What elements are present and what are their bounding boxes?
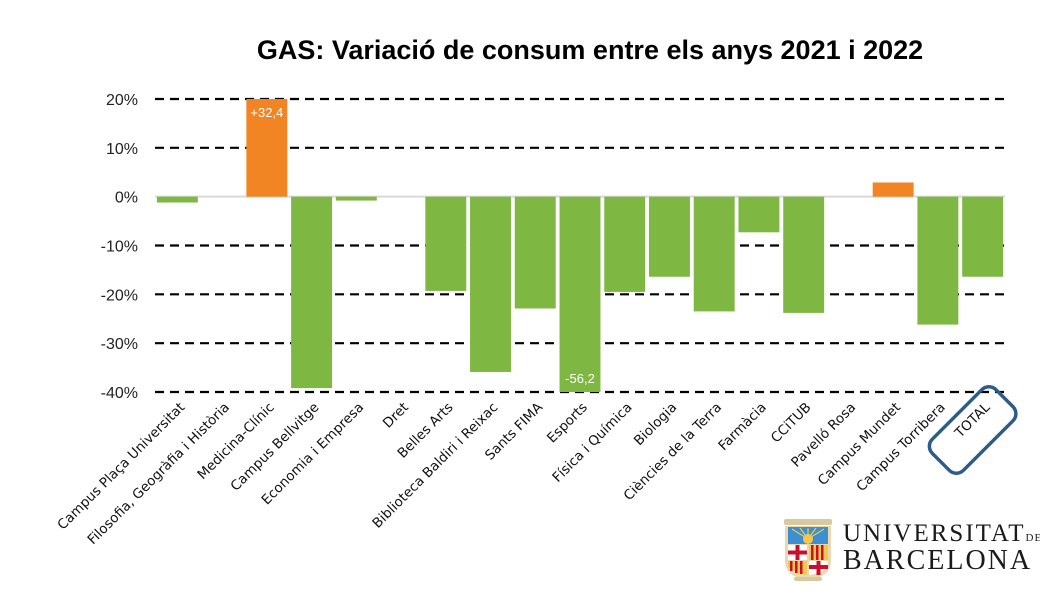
bar <box>559 196 601 392</box>
bar <box>425 196 467 291</box>
bar <box>514 196 556 309</box>
y-tick-label: -30% <box>101 336 138 353</box>
bar <box>872 182 914 197</box>
university-logo: UNIVERSITATDE BARCELONA <box>780 517 1040 583</box>
bar <box>156 196 198 203</box>
data-label: -56,2 <box>565 371 595 386</box>
university-crest-icon <box>784 519 832 581</box>
x-tick-label: Campus Torribera <box>853 400 948 495</box>
y-tick-label: 20% <box>106 92 138 109</box>
total-highlight-box <box>927 385 1018 475</box>
bar <box>738 196 780 233</box>
data-labels: +32,4 -56,2 <box>250 105 594 386</box>
x-tick-label: Farmàcia <box>715 400 769 454</box>
bar <box>649 196 690 277</box>
bar <box>783 196 825 313</box>
x-tick-label: Medicina-Clínic <box>194 400 277 483</box>
bar <box>693 196 735 312</box>
bars <box>156 99 1004 392</box>
y-tick-label: -20% <box>101 287 138 304</box>
data-label: +32,4 <box>250 105 283 120</box>
bar <box>335 196 377 201</box>
bar <box>604 196 646 292</box>
university-name: UNIVERSITATDE BARCELONA <box>843 521 1040 575</box>
x-tick-label: Física i Química <box>549 400 635 486</box>
university-name-line2: BARCELONA <box>843 545 1033 576</box>
x-tick-label: Campus Mundet <box>815 400 904 489</box>
y-tick-label: -40% <box>101 385 138 402</box>
y-axis-ticks: 20% 10% 0% -10% -20% -30% -40% <box>101 92 138 402</box>
bar <box>246 99 288 197</box>
highlight-box <box>927 385 1018 475</box>
bar <box>917 196 959 325</box>
y-tick-label: 0% <box>115 190 138 207</box>
x-tick-label: TOTAL <box>951 399 994 442</box>
y-tick-label: -10% <box>101 239 138 256</box>
chart-title: GAS: Variació de consum entre els anys 2… <box>257 35 923 65</box>
university-name-line1: UNIVERSITATDE <box>843 520 1040 547</box>
y-tick-label: 10% <box>106 141 138 158</box>
x-tick-label: Dret <box>380 400 412 432</box>
bar <box>962 196 1004 277</box>
bar <box>470 196 511 372</box>
bar <box>291 196 333 389</box>
